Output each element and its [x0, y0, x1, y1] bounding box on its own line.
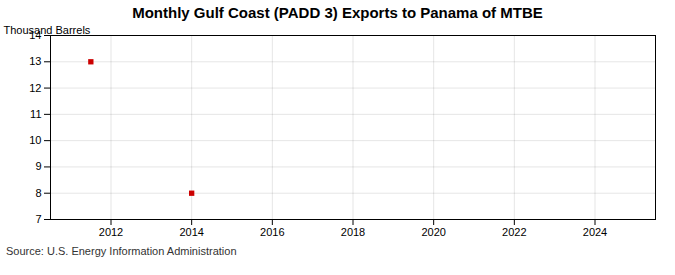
- svg-text:2024: 2024: [583, 226, 607, 238]
- svg-text:10: 10: [29, 134, 41, 146]
- svg-text:2018: 2018: [341, 226, 365, 238]
- svg-text:Thousand Barrels: Thousand Barrels: [4, 24, 91, 36]
- svg-text:2012: 2012: [99, 226, 123, 238]
- svg-text:7: 7: [35, 213, 41, 225]
- html-text:Monthly Gulf Coast (PADD 3) Ex: Monthly Gulf Coast (PADD 3) Exports to P…: [132, 4, 543, 21]
- svg-text:11: 11: [30, 108, 41, 120]
- svg-text:12: 12: [29, 82, 41, 94]
- svg-text:8: 8: [35, 187, 41, 199]
- svg-text:2020: 2020: [421, 226, 445, 238]
- svg-text:2014: 2014: [179, 226, 203, 238]
- svg-text:2022: 2022: [502, 226, 526, 238]
- svg-text:9: 9: [35, 160, 41, 172]
- svg-text:2016: 2016: [260, 226, 284, 238]
- html-text:Source: U.S. Energy Informatio: Source: U.S. Energy Information Administ…: [6, 245, 237, 257]
- svg-text:13: 13: [29, 55, 41, 67]
